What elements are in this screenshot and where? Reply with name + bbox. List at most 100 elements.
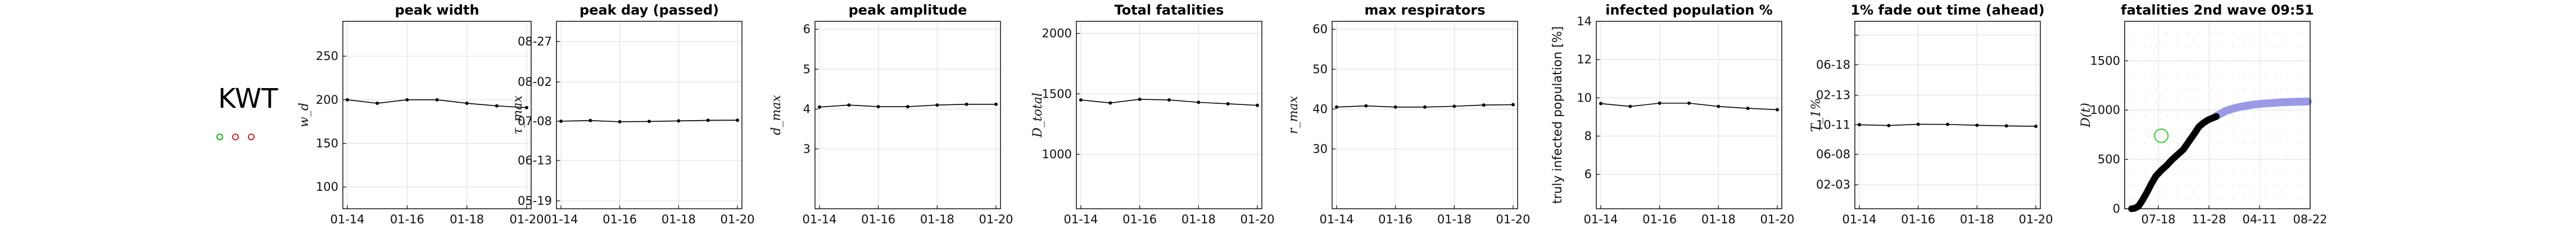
background-dot: [2276, 46, 2278, 48]
chart-title: infected population %: [1605, 2, 1773, 18]
y-tick-label: 06-18: [1816, 58, 1850, 71]
data-point: [559, 120, 563, 123]
background-dot: [2276, 32, 2278, 34]
background-dot: [2188, 32, 2190, 34]
data-point: [965, 102, 968, 106]
data-point: [1138, 97, 1142, 101]
background-dot: [2265, 88, 2267, 89]
background-dot: [2298, 74, 2299, 76]
background-dot: [2276, 171, 2278, 172]
x-tick-label: 01-20: [979, 213, 1013, 226]
background-dot: [2199, 101, 2201, 103]
background-dot: [2221, 74, 2222, 76]
background-dot: [2232, 184, 2234, 186]
background-dot: [2210, 101, 2212, 103]
background-dot: [2210, 32, 2212, 34]
background-dot: [2166, 115, 2168, 117]
background-dot: [2265, 46, 2267, 48]
background-dot: [2155, 184, 2157, 186]
data-point: [1335, 105, 1338, 109]
background-dot: [2133, 198, 2135, 200]
background-dot: [2221, 171, 2222, 172]
background-dot: [2133, 115, 2135, 117]
background-dot: [2232, 32, 2234, 34]
data-point: [1108, 101, 1112, 105]
background-dot: [2287, 46, 2289, 48]
background-dot: [2254, 88, 2256, 89]
y-tick-label: 3: [803, 142, 811, 155]
y-axis-label: truly infected population [%]: [1551, 26, 1565, 204]
data-point: [1482, 103, 1486, 107]
background-dot: [2276, 88, 2278, 89]
background-dot: [2276, 184, 2278, 186]
status-markers: [216, 134, 261, 145]
background-dot: [2265, 115, 2267, 117]
chart-title: peak width: [395, 2, 479, 18]
background-dot: [2276, 74, 2278, 76]
status-marker-green: [216, 134, 223, 140]
background-dot: [2254, 115, 2256, 117]
background-dot: [2177, 60, 2179, 62]
background-dot: [2254, 60, 2256, 62]
x-tick-label: 01-14: [1583, 213, 1618, 226]
y-tick-label: 40: [1312, 102, 1328, 116]
y-tick-label: 10-11: [1816, 118, 1850, 131]
y-tick-label: 1500: [2090, 54, 2120, 67]
background-dot: [2276, 60, 2278, 62]
y-tick-label: 06-08: [1816, 148, 1850, 161]
background-dot: [2298, 32, 2299, 34]
background-dot: [2144, 143, 2146, 145]
data-point: [1916, 122, 1920, 126]
background-dot: [2243, 88, 2245, 89]
background-dot: [2166, 101, 2168, 103]
background-dot: [2254, 32, 2256, 34]
background-dot: [2221, 184, 2222, 186]
data-point: [1975, 123, 1979, 127]
data-point: [736, 118, 739, 122]
background-dot: [2287, 88, 2289, 89]
background-dot: [2243, 46, 2245, 48]
background-dot: [2298, 88, 2299, 89]
background-dot: [2144, 46, 2146, 48]
background-dot: [2276, 157, 2278, 158]
x-tick-label: 01-18: [450, 213, 484, 226]
data-point: [994, 102, 998, 106]
background-dot: [2298, 157, 2299, 158]
background-dot: [2177, 143, 2179, 145]
data-point: [876, 105, 880, 109]
y-axis-label: w_d: [297, 103, 311, 127]
background-dot: [2144, 115, 2146, 117]
background-dot: [2298, 143, 2299, 145]
background-dot: [2298, 60, 2299, 62]
background-dot: [2199, 184, 2201, 186]
background-dot: [2144, 32, 2146, 34]
data-point: [588, 118, 592, 122]
data-point: [847, 103, 851, 107]
background-dot: [2144, 171, 2146, 172]
y-tick-label: 60: [1312, 22, 1328, 36]
background-dot: [2287, 115, 2289, 117]
background-dot: [2177, 115, 2179, 117]
data-point: [1452, 104, 1456, 108]
background-dot: [2298, 46, 2299, 48]
background-dot: [2133, 32, 2135, 34]
observed-curve: [2128, 113, 2220, 212]
x-tick-label: 07-18: [2141, 213, 2175, 226]
axes-frame: [814, 21, 1001, 209]
background-dot: [2287, 143, 2289, 145]
y-axis-label: τ_max: [511, 95, 525, 135]
status-marker-red: [248, 134, 255, 140]
background-dot: [2254, 74, 2256, 76]
y-tick-label: 08-02: [518, 75, 552, 89]
background-dot: [2254, 129, 2256, 131]
axes-frame: [556, 21, 743, 209]
data-point: [906, 105, 909, 109]
x-tick-label: 01-20: [2018, 213, 2053, 226]
background-dot: [2210, 88, 2212, 89]
background-dot: [2133, 101, 2135, 103]
background-dot: [2254, 157, 2256, 158]
x-tick-label: 01-14: [544, 213, 578, 226]
background-dot: [2166, 129, 2168, 131]
background-dot: [2188, 129, 2190, 131]
